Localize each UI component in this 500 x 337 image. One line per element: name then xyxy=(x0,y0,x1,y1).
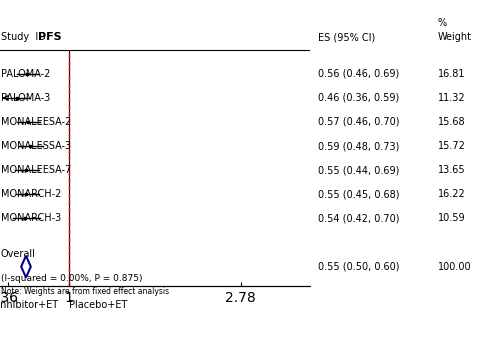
Text: MONARCH-2: MONARCH-2 xyxy=(1,189,62,199)
Text: 0.46 (0.36, 0.59): 0.46 (0.36, 0.59) xyxy=(318,93,399,103)
Text: MONALESSA-3: MONALESSA-3 xyxy=(1,141,71,151)
Text: %: % xyxy=(438,18,446,28)
Text: MONALEESA-2: MONALEESA-2 xyxy=(1,117,71,127)
Text: CDK4/6 inhibitor+ET: CDK4/6 inhibitor+ET xyxy=(0,300,58,310)
Text: PALOMA-2: PALOMA-2 xyxy=(1,69,50,79)
Text: 0.55 (0.50, 0.60): 0.55 (0.50, 0.60) xyxy=(318,262,399,272)
Text: 0.59 (0.48, 0.73): 0.59 (0.48, 0.73) xyxy=(318,141,399,151)
Text: Note: Weights are from fixed effect analysis: Note: Weights are from fixed effect anal… xyxy=(1,287,169,296)
Text: Overall: Overall xyxy=(1,249,36,259)
Text: PFS: PFS xyxy=(38,32,62,42)
Text: 10.59: 10.59 xyxy=(438,213,465,223)
Text: 15.72: 15.72 xyxy=(438,141,466,151)
Text: 100.00: 100.00 xyxy=(438,262,471,272)
Text: MONALEESA-7: MONALEESA-7 xyxy=(1,165,71,175)
Polygon shape xyxy=(21,256,31,277)
Text: ES (95% CI): ES (95% CI) xyxy=(318,32,375,42)
Text: 0.55 (0.45, 0.68): 0.55 (0.45, 0.68) xyxy=(318,189,399,199)
Text: 16.81: 16.81 xyxy=(438,69,465,79)
Text: 0.57 (0.46, 0.70): 0.57 (0.46, 0.70) xyxy=(318,117,399,127)
Text: 15.68: 15.68 xyxy=(438,117,465,127)
Text: MONARCH-3: MONARCH-3 xyxy=(1,213,61,223)
Text: 16.22: 16.22 xyxy=(438,189,465,199)
Text: 0.56 (0.46, 0.69): 0.56 (0.46, 0.69) xyxy=(318,69,399,79)
Text: 11.32: 11.32 xyxy=(438,93,465,103)
Text: 0.54 (0.42, 0.70): 0.54 (0.42, 0.70) xyxy=(318,213,399,223)
Text: 0.55 (0.44, 0.69): 0.55 (0.44, 0.69) xyxy=(318,165,399,175)
Text: Weight: Weight xyxy=(438,32,472,42)
Text: Placebo+ET: Placebo+ET xyxy=(70,300,128,310)
Text: (I-squared = 0.00%, P = 0.875): (I-squared = 0.00%, P = 0.875) xyxy=(1,274,142,283)
Text: PALOMA-3: PALOMA-3 xyxy=(1,93,50,103)
Text: Study  ID: Study ID xyxy=(1,32,46,42)
Text: 13.65: 13.65 xyxy=(438,165,465,175)
